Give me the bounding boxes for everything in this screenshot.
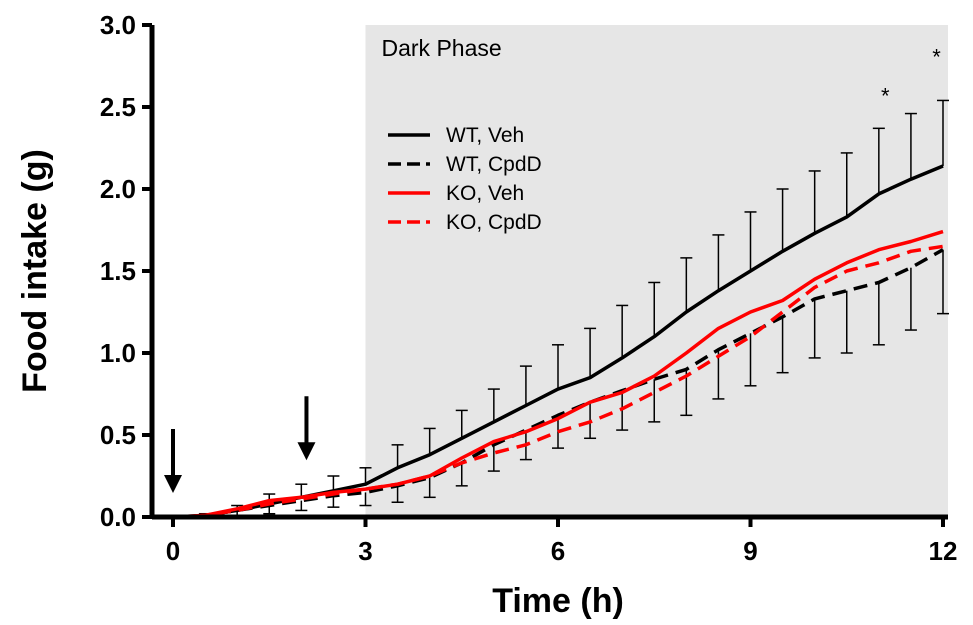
x-tick-label: 3 bbox=[358, 536, 372, 566]
series-line-2 bbox=[172, 229, 944, 519]
y-axis-title: Food intake (g) bbox=[16, 149, 54, 393]
x-tick-label: 9 bbox=[743, 536, 757, 566]
annotations: ** bbox=[164, 44, 941, 493]
dark-phase-label: Dark Phase bbox=[382, 35, 502, 61]
significance-star: * bbox=[932, 44, 941, 69]
y-tick-label: 2.5 bbox=[100, 92, 136, 122]
x-tick-label: 6 bbox=[551, 536, 565, 566]
legend-entry: WT, CpdD bbox=[446, 153, 542, 176]
significance-star: * bbox=[881, 84, 890, 109]
arrow-head bbox=[297, 442, 316, 461]
y-tick-label: 2.0 bbox=[100, 174, 136, 204]
legend-entry: KO, Veh bbox=[446, 182, 524, 205]
series-line-1 bbox=[172, 248, 944, 519]
dark-phase-label-layer: Dark Phase bbox=[382, 35, 502, 61]
series-line-3 bbox=[172, 244, 944, 519]
legend: WT, Veh WT, CpdD KO, Veh KO, CpdD bbox=[388, 124, 542, 234]
x-tick-label: 0 bbox=[166, 536, 180, 566]
error-bars bbox=[199, 99, 949, 518]
arrow-head bbox=[164, 475, 182, 493]
y-tick-label: 1.0 bbox=[100, 338, 136, 368]
axes: 0.0 0.5 1.0 1.5 2.0 2.5 3.0 0 3 6 9 12 bbox=[100, 10, 958, 566]
y-tick-label: 0.0 bbox=[100, 502, 136, 532]
y-tick-label: 0.5 bbox=[100, 420, 136, 450]
y-tick-label: 1.5 bbox=[100, 256, 136, 286]
series-lines bbox=[172, 164, 944, 519]
y-tick-label: 3.0 bbox=[100, 10, 136, 40]
x-axis-title: Time (h) bbox=[492, 582, 624, 620]
legend-entry: WT, Veh bbox=[446, 124, 524, 147]
x-tick-label: 12 bbox=[929, 536, 958, 566]
legend-entry: KO, CpdD bbox=[446, 211, 542, 234]
